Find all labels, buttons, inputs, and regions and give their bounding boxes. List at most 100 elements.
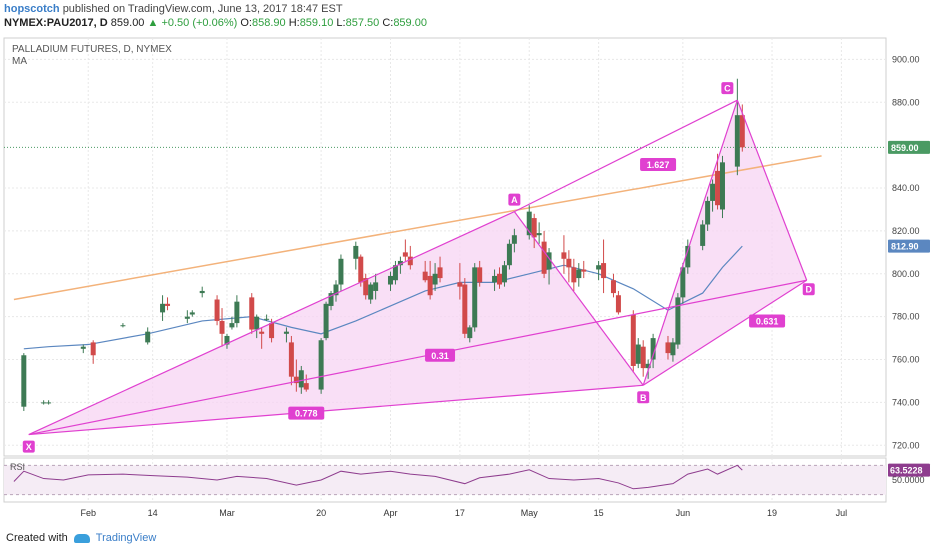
candle <box>90 340 96 364</box>
price-label: 859.00 <box>891 143 919 153</box>
candle <box>219 308 225 347</box>
rsi-value-label: 63.5228 <box>890 466 923 476</box>
harmonic-xab-fill <box>28 211 644 435</box>
candle-body <box>685 245 691 268</box>
candle <box>333 280 339 302</box>
candle <box>402 239 408 261</box>
y-tick-label: 840.00 <box>892 183 920 193</box>
harmonic-ratio-label: 0.31 <box>431 351 449 361</box>
harmonic-point-label: B <box>640 393 647 403</box>
x-tick-label: Jul <box>836 508 848 518</box>
candle-body <box>249 297 255 330</box>
rsi-tick-label: 50.0000 <box>892 475 925 485</box>
candle-body <box>264 318 270 320</box>
harmonic-ratio-box <box>425 348 456 362</box>
rsi-value-box <box>888 463 930 477</box>
candle <box>467 325 473 343</box>
candle-body <box>229 323 235 328</box>
candle-body <box>561 252 567 259</box>
x-tick-label: 20 <box>316 508 326 518</box>
candle <box>462 278 468 339</box>
price-chart[interactable]: 900.00 880.00 840.00 820.00 800.00 780.00 760.… <box>0 34 932 518</box>
candle-body <box>497 273 503 285</box>
harmonic-point-label: A <box>511 195 518 205</box>
x-tick-label: Feb <box>80 508 96 518</box>
candle <box>705 196 711 231</box>
candle-body <box>650 338 656 360</box>
candle <box>120 323 126 328</box>
candle <box>234 295 240 328</box>
rsi-label: RSI <box>10 462 25 472</box>
candle <box>249 293 255 334</box>
candle <box>719 155 725 219</box>
y-tick-label: 780.00 <box>892 312 920 322</box>
candle-body <box>184 316 190 319</box>
candle-body <box>571 267 577 283</box>
candle-body <box>254 316 260 330</box>
candle-body <box>675 297 681 345</box>
candle-body <box>739 115 745 148</box>
candle <box>363 273 369 300</box>
candle <box>536 222 542 244</box>
candle <box>368 282 374 304</box>
candle <box>328 290 334 311</box>
candle-body <box>715 170 721 206</box>
candle-body <box>303 383 309 390</box>
x-tick-label: 19 <box>767 508 777 518</box>
candle <box>373 273 379 300</box>
candle <box>734 78 740 176</box>
candle <box>497 267 503 289</box>
price-label-box <box>888 239 930 253</box>
harmonic-point-label: D <box>805 285 812 295</box>
moving-average-line <box>23 245 743 350</box>
candle-body <box>511 235 517 244</box>
tradingview-brand-link[interactable]: TradingView <box>95 532 157 544</box>
candle <box>80 344 86 354</box>
rsi-line <box>13 464 743 490</box>
candle-body <box>90 342 96 356</box>
harmonic-ratio-box <box>749 314 786 328</box>
candle-body <box>80 346 86 349</box>
harmonic-ratio-box <box>640 157 677 171</box>
low-value: 857.50 <box>345 17 380 29</box>
footer: Created with TradingView <box>6 532 156 544</box>
candle-body <box>506 243 512 266</box>
candle-body <box>457 282 463 287</box>
candle <box>46 400 52 405</box>
candle <box>318 338 324 394</box>
candle <box>492 269 498 291</box>
x-tick-label: 17 <box>455 508 465 518</box>
candle <box>189 310 195 317</box>
candle-body <box>318 340 324 390</box>
candle-body <box>645 363 651 369</box>
candle-body <box>472 267 478 328</box>
x-tick-label: 14 <box>148 508 158 518</box>
candle-body <box>670 342 676 356</box>
ohlc-line: NYMEX:PAU2017, D 859.00 ▲ +0.50 (+0.06%)… <box>4 17 427 29</box>
author-link[interactable]: hopscotch <box>4 3 60 15</box>
candle-body <box>269 323 275 339</box>
candle-body <box>234 301 240 324</box>
change-value: ▲ +0.50 (+0.06%) <box>147 17 238 29</box>
published-text: published on TradingView.com, June 13, 2… <box>62 3 343 15</box>
harmonic-point-label: X <box>26 442 32 452</box>
rsi-band <box>4 465 886 495</box>
y-tick-label: 800.00 <box>892 269 920 279</box>
candle <box>303 374 309 392</box>
candle-body <box>145 331 151 343</box>
candle-body <box>541 241 547 274</box>
candle-body <box>199 290 205 294</box>
candle <box>407 245 413 270</box>
candle <box>561 235 567 274</box>
candle-body <box>615 295 621 313</box>
candle <box>427 260 433 300</box>
candle <box>615 290 621 315</box>
candle <box>710 179 716 212</box>
harmonic-cd-line <box>736 99 808 281</box>
y-tick-label: 900.00 <box>892 54 920 64</box>
harmonic-bd-line <box>642 279 808 386</box>
harmonic-ratio-box <box>288 406 325 420</box>
candle-body <box>635 344 641 364</box>
candle-body <box>283 331 289 334</box>
candle-body <box>333 284 339 296</box>
